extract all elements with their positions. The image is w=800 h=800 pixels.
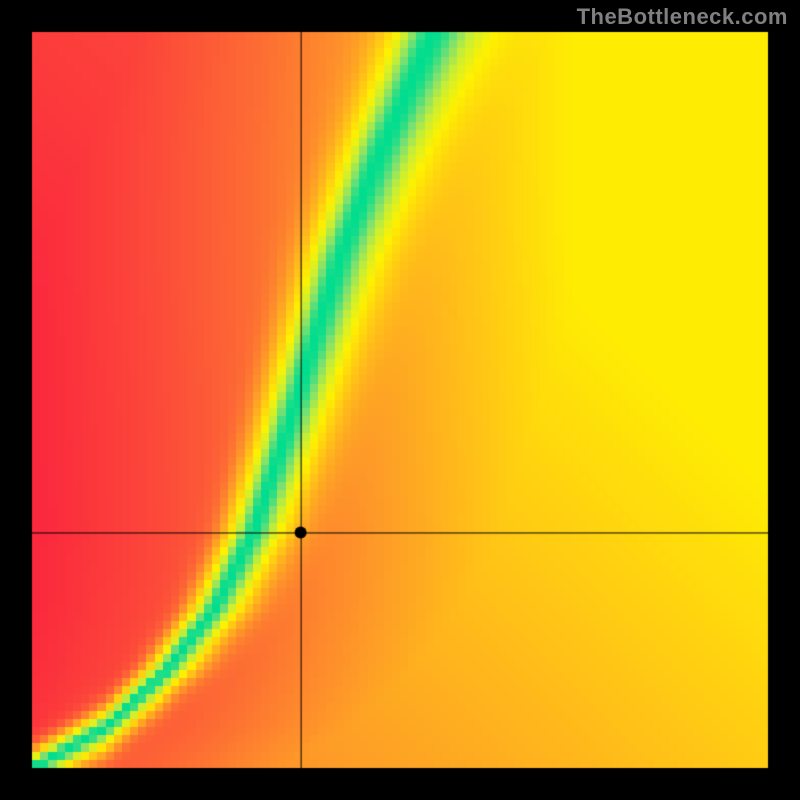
watermark-text: TheBottleneck.com [577, 4, 788, 30]
heatmap-canvas [0, 0, 800, 800]
plot-container: TheBottleneck.com [0, 0, 800, 800]
